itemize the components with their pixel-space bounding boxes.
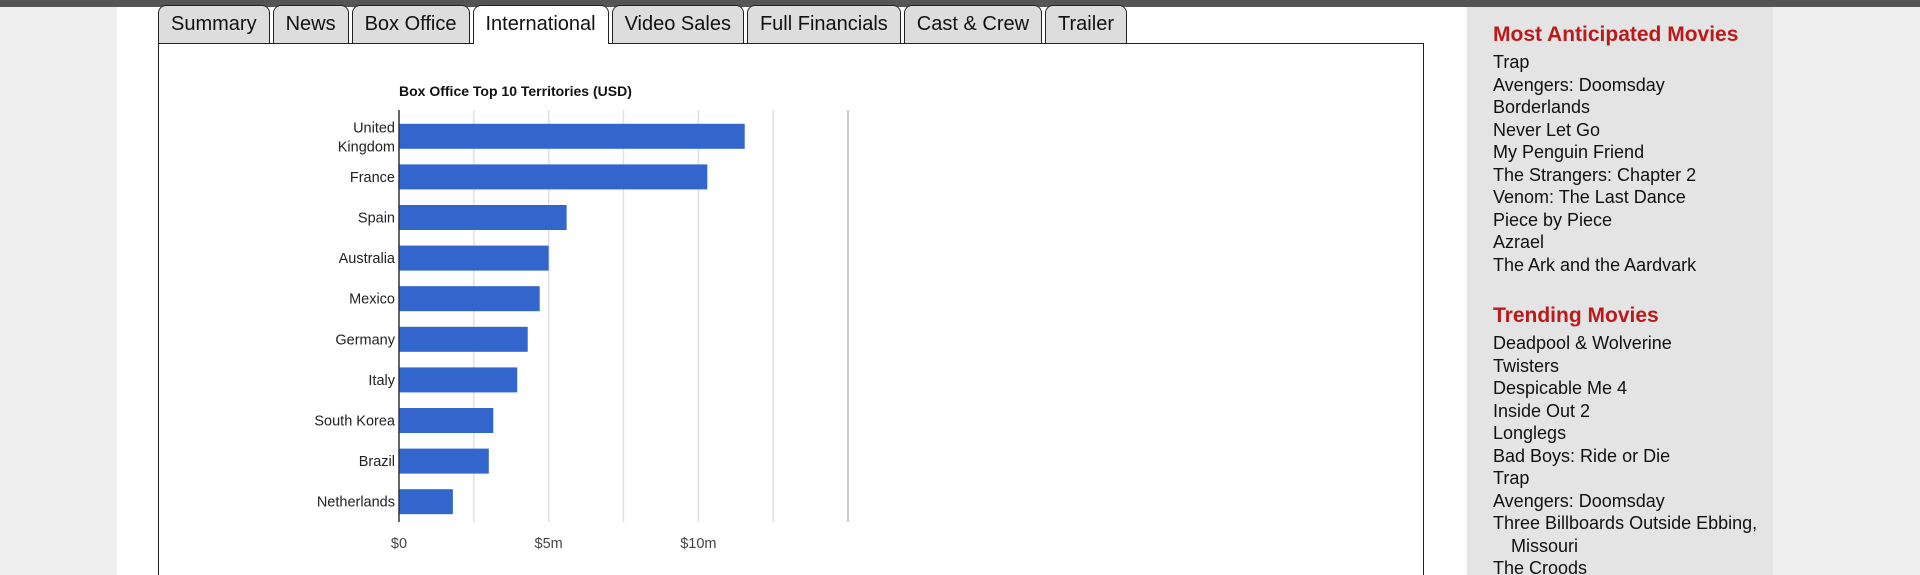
trending-movie-item[interactable]: Avengers: Doomsday <box>1493 490 1665 511</box>
tab-full-financials[interactable]: Full Financials <box>746 5 901 43</box>
category-label: Spain <box>358 211 395 227</box>
anticipated-movie-item[interactable]: Never Let Go <box>1493 119 1601 140</box>
bar-france <box>399 164 708 190</box>
bar-united-kingdom <box>399 123 745 149</box>
anticipated-movie-item[interactable]: Borderlands <box>1493 97 1591 117</box>
bar-netherlands <box>399 489 453 515</box>
anticipated-movie-item[interactable]: My Penguin Friend <box>1493 142 1645 162</box>
territories-bar-chart: Box Office Top 10 Territories (USD) Unite… <box>314 83 849 552</box>
anticipated-movie-item[interactable]: The Ark and the Aardvark <box>1493 254 1697 275</box>
tab-summary[interactable]: Summary <box>158 5 270 43</box>
category-label: United Kingdom <box>338 120 395 155</box>
bar-italy <box>399 367 518 393</box>
trending-movie-item[interactable]: Inside Out 2 <box>1493 400 1591 421</box>
tab-international[interactable]: International <box>472 5 609 44</box>
trending-movie-item[interactable]: The Croods <box>1493 558 1588 575</box>
tab-video-sales[interactable]: Video Sales <box>611 5 744 43</box>
anticipated-movie-item[interactable]: Avengers: Doomsday <box>1493 74 1665 95</box>
category-label: Australia <box>339 251 396 267</box>
trending-movie-item[interactable]: Twisters <box>1493 355 1560 376</box>
anticipated-movie-item[interactable]: Venom: The Last Dance <box>1493 187 1686 207</box>
most-anticipated-list: Trap Avengers: Doomsday Borderlands Never L… <box>1493 51 1773 276</box>
x-tick-label: $10m <box>680 536 716 552</box>
bar-germany <box>399 326 528 352</box>
trending-list: Deadpool & Wolverine Twisters Despicable M… <box>1493 332 1773 575</box>
tab-trailer[interactable]: Trailer <box>1045 5 1127 43</box>
bar-australia <box>399 245 549 271</box>
anticipated-movie-item[interactable]: Trap <box>1493 52 1530 72</box>
bar-south-korea <box>399 408 494 433</box>
x-tick-label: $0 <box>391 536 407 552</box>
anticipated-movie-item[interactable]: Azrael <box>1493 232 1545 252</box>
trending-movie-item[interactable]: Longlegs <box>1493 423 1567 443</box>
trending-movie-item[interactable]: Despicable Me 4 <box>1493 378 1628 398</box>
category-label: South Korea <box>314 414 396 430</box>
sidebar: Most Anticipated Movies Trap Avengers: Do… <box>1467 7 1773 575</box>
category-label: Germany <box>335 332 395 348</box>
bar-mexico <box>399 286 540 312</box>
anticipated-movie-item[interactable]: The Strangers: Chapter 2 <box>1493 164 1697 185</box>
tab-box-office[interactable]: Box Office <box>351 5 470 43</box>
category-label: France <box>350 170 395 186</box>
tab-news[interactable]: News <box>272 5 349 43</box>
tab-cast-crew[interactable]: Cast & Crew <box>903 5 1043 43</box>
category-label: Brazil <box>359 454 395 470</box>
most-anticipated-title: Most Anticipated Movies <box>1493 23 1739 46</box>
trending-movie-item[interactable]: Three Billboards Outside Ebbing, Missour… <box>1493 513 1758 556</box>
tab-bar: Summary News Box Office International Vi… <box>158 5 1130 44</box>
x-tick-label: $5m <box>535 536 563 552</box>
anticipated-movie-item[interactable]: Piece by Piece <box>1493 209 1613 230</box>
trending-title: Trending Movies <box>1493 304 1659 327</box>
trending-movie-item[interactable]: Deadpool & Wolverine <box>1493 333 1672 353</box>
trending-movie-item[interactable]: Bad Boys: Ride or Die <box>1493 445 1671 466</box>
top-bar <box>0 0 1920 7</box>
category-label: Netherlands <box>317 495 395 511</box>
trending-movie-item[interactable]: Trap <box>1493 468 1530 488</box>
bar-spain <box>399 205 567 230</box>
category-label: Mexico <box>349 292 395 308</box>
bar-brazil <box>399 448 489 474</box>
international-panel: Box Office Top 10 Territories (USD) Unite… <box>158 43 1424 575</box>
category-label: Italy <box>368 373 395 389</box>
chart-title: Box Office Top 10 Territories (USD) <box>399 83 632 99</box>
